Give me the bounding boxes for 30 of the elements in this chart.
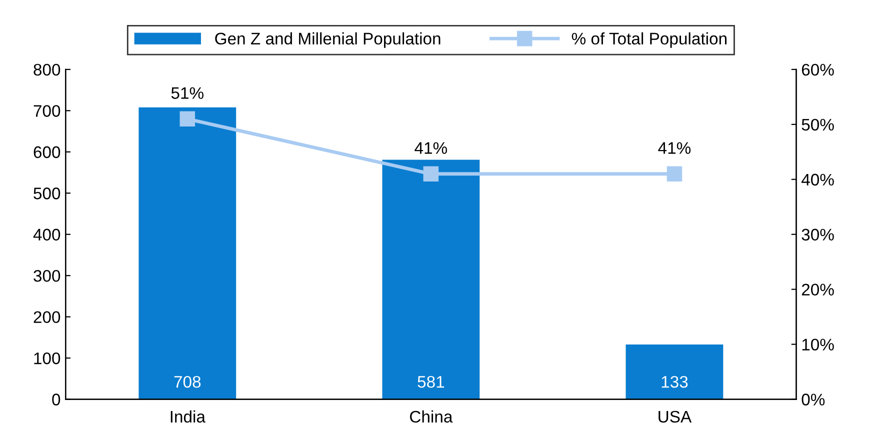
y-tick-label: 0 — [52, 394, 60, 406]
data-label: 41% — [658, 142, 691, 154]
y-tick-label: 200 — [34, 311, 60, 324]
data-label: 581 — [418, 376, 444, 388]
bar — [626, 344, 724, 400]
x-tick-label: China — [410, 410, 453, 423]
bar — [382, 160, 480, 400]
bar — [138, 107, 236, 400]
x-tick-label: USA — [658, 410, 692, 423]
data-label: 133 — [662, 376, 688, 388]
legend-label: % of Total Population — [572, 32, 726, 48]
legend-label: Gen Z and Millenial Population — [215, 32, 440, 48]
y-tick-label: 500 — [34, 188, 60, 200]
y-tick-label: 600 — [34, 146, 60, 158]
y-tick-label: 100 — [34, 352, 60, 364]
y2-tick-label: 50% — [802, 118, 834, 131]
y-tick-label: 800 — [34, 64, 60, 76]
data-label: 41% — [414, 142, 448, 154]
data-label: 51% — [171, 87, 204, 99]
y2-tick-label: 10% — [802, 338, 834, 351]
y-tick-label: 700 — [34, 105, 60, 117]
y-tick-label: 300 — [34, 270, 60, 282]
y2-tick-label: 30% — [802, 228, 834, 241]
y2-tick-label: 20% — [802, 284, 834, 296]
y2-tick-label: 60% — [802, 64, 834, 76]
y2-tick-label: 40% — [801, 174, 834, 186]
data-label: 708 — [174, 376, 201, 388]
y-tick-label: 400 — [33, 228, 60, 241]
y2-tick-label: 0% — [802, 394, 825, 406]
x-tick-label: India — [170, 410, 206, 423]
